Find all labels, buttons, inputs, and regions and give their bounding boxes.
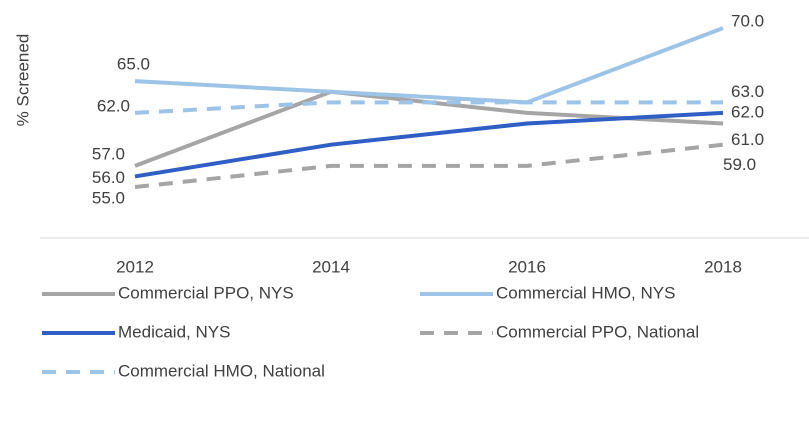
series-line [134,26,724,105]
legend-label: Commercial PPO, National [496,322,699,341]
series-line [134,110,724,179]
x-tick-label: 2014 [312,257,350,276]
y-axis-title: % Screened [13,34,32,127]
data-label: 63.0 [731,82,764,101]
legend-label: Medicaid, NYS [118,322,230,341]
data-label: 62.0 [731,102,764,121]
data-label: 55.0 [92,189,125,208]
data-label: 65.0 [117,55,150,74]
x-tick-label: 2012 [116,257,154,276]
data-label: 62.0 [97,96,130,115]
data-label: 59.0 [723,155,756,174]
x-tick-label: 2018 [704,257,742,276]
data-label: 61.0 [731,130,764,149]
data-label: 56.0 [92,168,125,187]
x-tick-label: 2016 [508,257,546,276]
legend-label: Commercial HMO, NYS [496,283,675,302]
series-line [134,142,724,190]
data-label: 70.0 [731,12,764,31]
data-label: 57.0 [92,144,125,163]
legend-label: Commercial PPO, NYS [118,283,294,302]
series-line [134,100,723,115]
legend-label: Commercial HMO, National [118,361,325,380]
